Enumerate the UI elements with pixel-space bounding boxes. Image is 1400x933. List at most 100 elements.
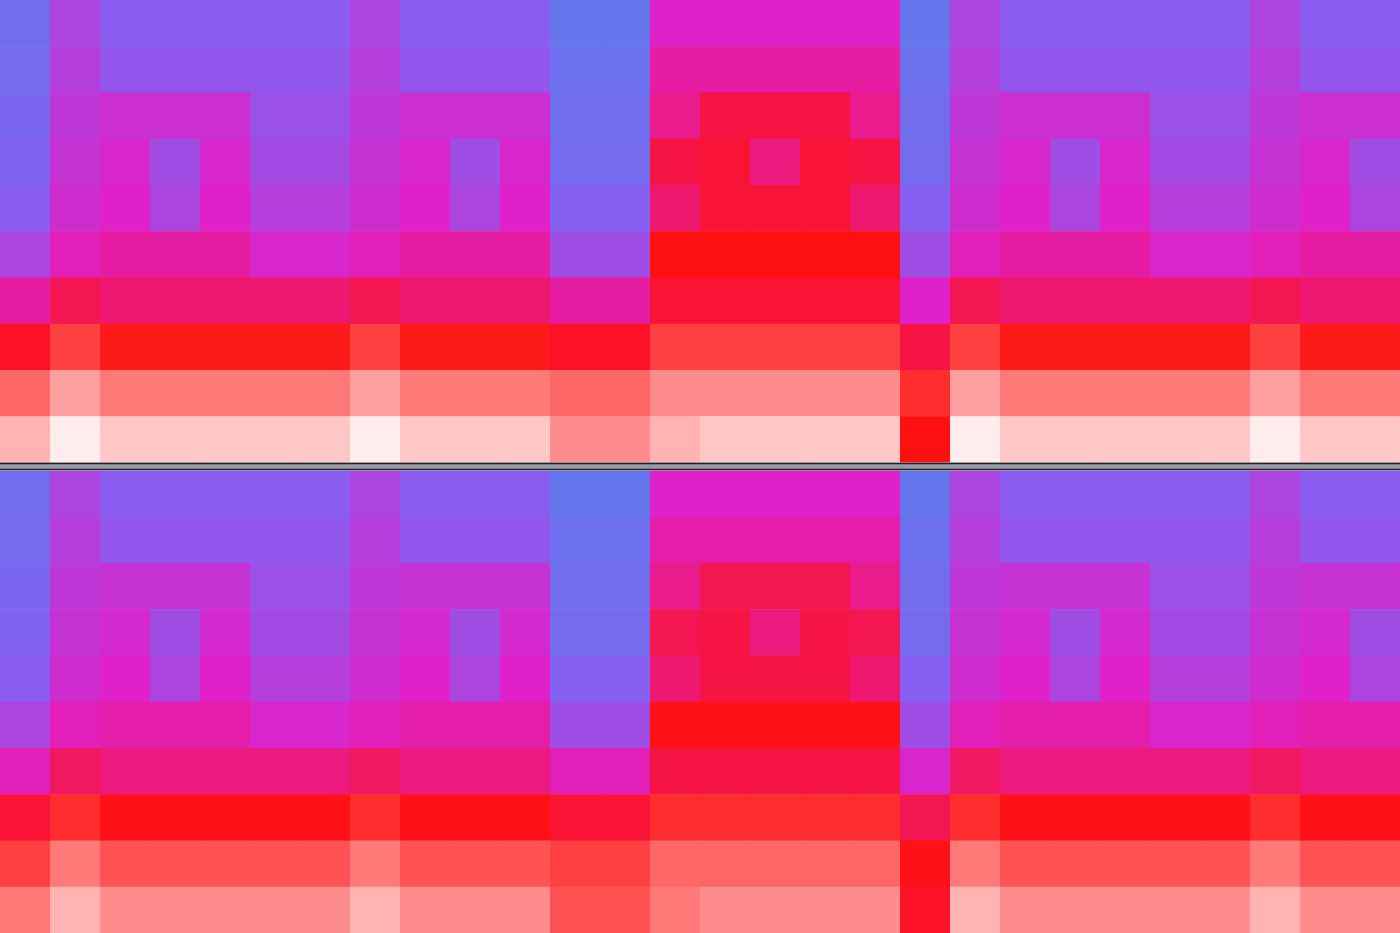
heat-cell: [1250, 794, 1301, 841]
heat-cell: [450, 46, 501, 93]
heat-cell: [1050, 93, 1101, 140]
heat-cell: [100, 471, 151, 518]
heat-cell: [1100, 471, 1151, 518]
heat-cell: [750, 231, 801, 278]
heat-cell: [600, 748, 651, 795]
heat-cell: [450, 517, 501, 564]
heat-cell: [400, 231, 451, 278]
heat-cell: [650, 748, 701, 795]
heat-cell: [400, 794, 451, 841]
heat-cell: [850, 0, 901, 47]
heat-cell: [200, 563, 251, 610]
heat-cell: [1050, 231, 1101, 278]
heat-cell: [1000, 887, 1051, 933]
channel-panel: [0, 0, 1400, 463]
heat-cell: [150, 139, 201, 186]
heat-cell: [1050, 702, 1101, 749]
heat-cell: [1350, 841, 1400, 888]
heat-cell: [50, 139, 101, 186]
heat-cell: [1200, 563, 1251, 610]
heat-cell: [0, 517, 51, 564]
heat-cell: [400, 324, 451, 371]
heat-cell: [50, 370, 101, 417]
heat-cell: [1200, 656, 1251, 703]
heat-cell: [750, 370, 801, 417]
heat-cell: [600, 656, 651, 703]
heat-cell: [800, 563, 851, 610]
heat-cell: [150, 887, 201, 933]
heat-cell: [1200, 324, 1251, 371]
heat-cell: [1050, 794, 1101, 841]
heat-cell: [750, 841, 801, 888]
heat-cell: [800, 93, 851, 140]
heat-cell: [400, 887, 451, 933]
heat-cell: [150, 324, 201, 371]
heat-cell: [1050, 185, 1101, 232]
heat-cell: [1200, 139, 1251, 186]
heat-cell: [350, 609, 401, 656]
heat-cell: [700, 93, 751, 140]
heat-cell: [950, 887, 1001, 933]
heat-cell: [1300, 139, 1351, 186]
heat-cell: [1150, 656, 1201, 703]
heat-cell: [300, 278, 351, 325]
heat-cell: [1200, 231, 1251, 278]
heat-cell: [750, 471, 801, 518]
heat-cell: [1200, 370, 1251, 417]
heat-cell: [600, 416, 651, 462]
heat-cell: [150, 794, 201, 841]
heat-cell: [100, 278, 151, 325]
heat-cell: [350, 748, 401, 795]
heat-cell: [950, 93, 1001, 140]
heat-cell: [100, 416, 151, 462]
heat-cell: [1100, 563, 1151, 610]
heat-cell: [650, 887, 701, 933]
heat-cell: [1350, 278, 1400, 325]
heat-cell: [550, 0, 601, 47]
heat-cell: [100, 139, 151, 186]
heat-cell: [200, 278, 251, 325]
heat-cell: [200, 471, 251, 518]
heat-cell: [1000, 0, 1051, 47]
heat-cell: [200, 702, 251, 749]
heat-cell: [950, 702, 1001, 749]
heat-cell: [1050, 748, 1101, 795]
heat-cell: [1100, 609, 1151, 656]
heat-cell: [800, 841, 851, 888]
heat-cell: [1200, 0, 1251, 47]
heat-cell: [800, 0, 851, 47]
heat-cell: [1100, 517, 1151, 564]
heat-cell: [750, 324, 801, 371]
heat-cell: [600, 324, 651, 371]
heat-cell: [500, 887, 551, 933]
heat-cell: [0, 841, 51, 888]
heat-cell: [250, 517, 301, 564]
heat-cell: [800, 139, 851, 186]
heat-cell: [700, 46, 751, 93]
heat-cell: [1200, 794, 1251, 841]
heat-cell: [800, 517, 851, 564]
heat-cell: [1100, 139, 1151, 186]
heat-cell: [600, 370, 651, 417]
heat-cell: [800, 656, 851, 703]
heat-cell: [300, 517, 351, 564]
heat-cell: [50, 416, 101, 462]
heat-cell: [1250, 748, 1301, 795]
heat-cell: [300, 609, 351, 656]
heat-cell: [200, 748, 251, 795]
heat-cell: [350, 841, 401, 888]
heat-cell: [50, 748, 101, 795]
heat-cell: [0, 370, 51, 417]
heat-cell: [1250, 139, 1301, 186]
heat-cell: [900, 93, 951, 140]
heat-cell: [200, 0, 251, 47]
heat-cell: [1200, 46, 1251, 93]
heat-cell: [150, 471, 201, 518]
heat-cell: [0, 0, 51, 47]
heat-cell: [950, 0, 1001, 47]
heat-cell: [300, 748, 351, 795]
heat-cell: [650, 93, 701, 140]
heat-cell: [700, 517, 751, 564]
heat-cell: [350, 324, 401, 371]
heat-cell: [550, 609, 601, 656]
